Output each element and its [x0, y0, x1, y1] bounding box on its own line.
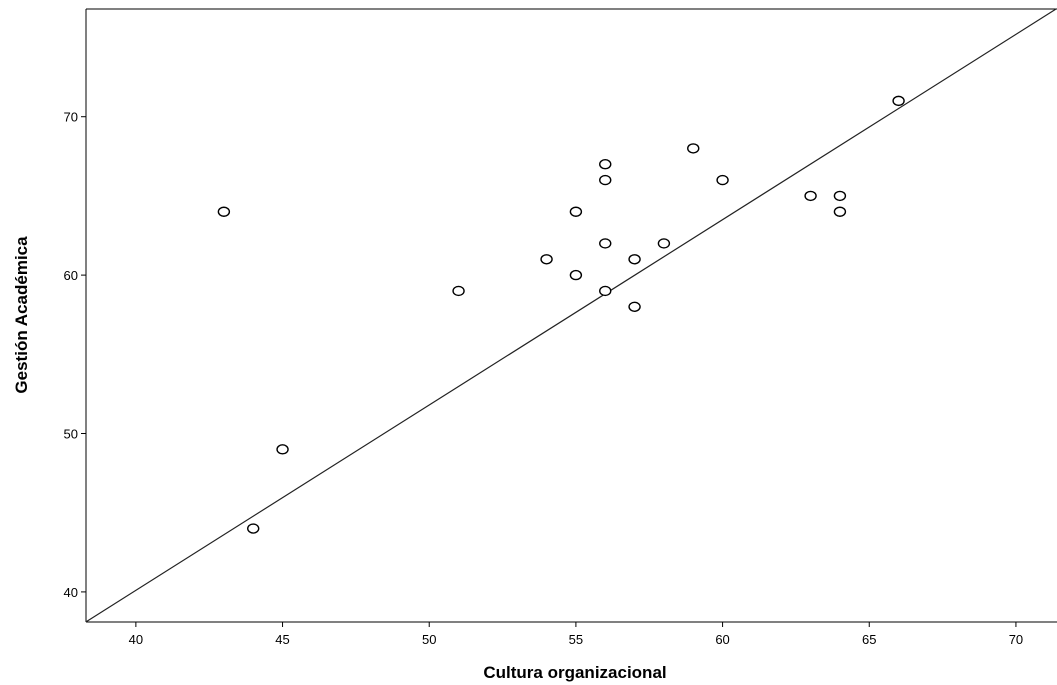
data-point [600, 239, 611, 248]
x-tick-label: 55 [569, 632, 583, 647]
data-point [658, 239, 669, 248]
y-tick-label: 50 [64, 427, 78, 442]
x-axis-ticks: 40 45 50 55 60 65 70 [129, 622, 1024, 647]
reference-line-group [86, 9, 1056, 622]
x-tick-label: 65 [862, 632, 876, 647]
data-point [834, 207, 845, 216]
data-point [600, 286, 611, 295]
data-point [629, 255, 640, 264]
data-point [629, 302, 640, 311]
data-point [893, 96, 904, 105]
data-point [541, 255, 552, 264]
data-point [248, 524, 259, 533]
data-point [834, 191, 845, 200]
x-tick-label: 70 [1009, 632, 1023, 647]
data-point [600, 160, 611, 169]
data-point [218, 207, 229, 216]
x-axis-title: Cultura organizacional [483, 663, 666, 682]
fit-line [86, 9, 1056, 622]
y-tick-label: 60 [64, 268, 78, 283]
data-point [805, 191, 816, 200]
y-axis-title: Gestión Académica [12, 236, 31, 394]
data-point [570, 271, 581, 280]
x-tick-label: 45 [275, 632, 289, 647]
data-point [717, 176, 728, 185]
data-point [688, 144, 699, 153]
y-axis-ticks: 40 50 60 70 [64, 110, 86, 600]
y-tick-label: 40 [64, 585, 78, 600]
x-tick-label: 50 [422, 632, 436, 647]
x-tick-label: 40 [129, 632, 143, 647]
y-tick-label: 70 [64, 110, 78, 125]
data-point [277, 445, 288, 454]
data-point [570, 207, 581, 216]
data-points [218, 96, 904, 533]
data-point [453, 286, 464, 295]
data-point [600, 176, 611, 185]
x-tick-label: 60 [715, 632, 729, 647]
